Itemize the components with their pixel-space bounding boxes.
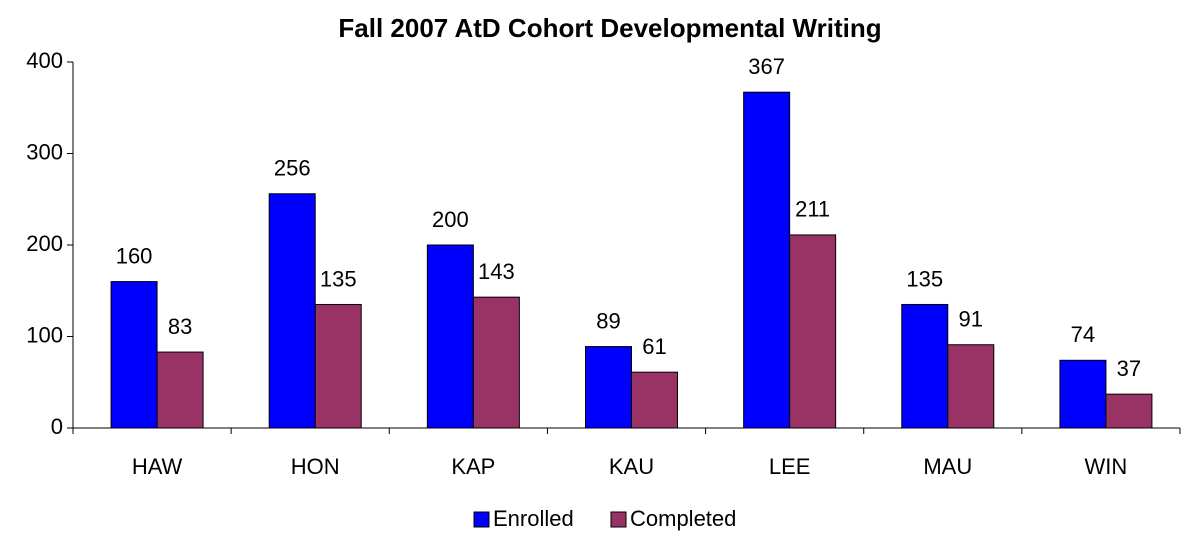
y-tick-label: 200 (26, 231, 63, 256)
data-label: 91 (959, 307, 983, 332)
x-tick-label: HON (291, 454, 340, 479)
data-label: 37 (1117, 356, 1141, 381)
data-label: 89 (596, 308, 620, 333)
bar (585, 346, 632, 429)
bar (901, 303, 949, 429)
data-label: 160 (116, 243, 153, 268)
data-label: 367 (748, 54, 785, 79)
bar (789, 234, 837, 429)
x-tick-label: MAU (923, 454, 972, 479)
data-label: 74 (1071, 322, 1095, 347)
y-tick-label: 300 (26, 139, 63, 164)
legend-label: Enrolled (493, 506, 574, 531)
bar (1059, 359, 1107, 429)
chart-title: Fall 2007 AtD Cohort Developmental Writi… (338, 13, 881, 43)
bar (268, 193, 316, 429)
data-label: 135 (906, 266, 943, 291)
data-label: 256 (274, 156, 311, 181)
bar (743, 91, 791, 429)
bar (314, 303, 362, 429)
data-label: 211 (795, 197, 830, 222)
legend-swatch (473, 511, 490, 528)
bar (156, 351, 204, 429)
bar (947, 344, 995, 429)
bar (110, 281, 158, 429)
data-label: 143 (478, 259, 515, 284)
bar (1105, 393, 1153, 429)
data-label: 83 (168, 314, 192, 339)
data-label: 61 (642, 334, 666, 359)
x-tick-label: KAP (451, 454, 495, 479)
bar (472, 296, 520, 429)
legend-label: Completed (630, 506, 736, 531)
bar (426, 244, 474, 429)
y-tick-label: 400 (26, 48, 63, 73)
x-tick-label: LEE (769, 454, 811, 479)
legend-swatch (610, 511, 627, 528)
x-tick-label: WIN (1085, 454, 1128, 479)
y-tick-label: 0 (51, 414, 63, 439)
bar (631, 371, 678, 429)
data-label: 135 (320, 266, 357, 291)
data-label: 200 (432, 207, 469, 232)
x-tick-label: HAW (132, 454, 183, 479)
y-tick-label: 100 (26, 322, 63, 347)
x-tick-label: KAU (609, 454, 654, 479)
